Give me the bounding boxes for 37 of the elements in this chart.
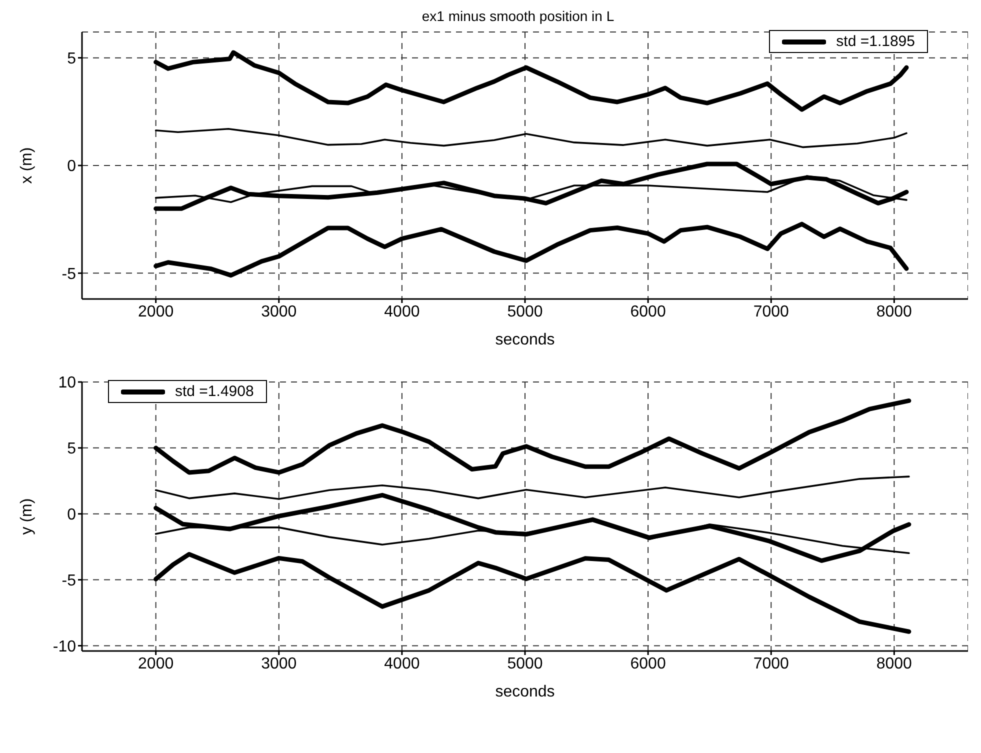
x-tick-label: 6000: [630, 303, 666, 320]
line-series: [154, 50, 909, 112]
chart-title: ex1 minus smooth position in L: [420, 8, 616, 26]
x-tick-label: 5000: [507, 655, 543, 672]
y-tick-label: -5: [62, 572, 76, 590]
y-axis-title: y (m): [18, 498, 36, 535]
y-tick-label: -10: [52, 638, 76, 656]
x-axis-title: seconds: [495, 683, 555, 700]
x-tick-label: 2000: [138, 655, 174, 672]
line-series: [154, 476, 910, 500]
line-series: [154, 162, 909, 211]
x-tick-label: 3000: [261, 655, 297, 672]
y-tick-label: 0: [67, 506, 76, 524]
x-tick-label: 7000: [753, 303, 790, 320]
y-tick-label: 5: [67, 440, 76, 458]
legend-label: std =1.1895: [836, 33, 915, 50]
x-tick-label: 7000: [753, 655, 790, 672]
x-tick-label: 5000: [507, 303, 543, 320]
y-tick-label: 0: [67, 158, 76, 176]
legend-label: std =1.4908: [175, 383, 254, 400]
line-series: [154, 128, 908, 148]
x-tick-label: 6000: [630, 655, 666, 672]
x-tick-label: 4000: [384, 303, 420, 320]
x-tick-label: 4000: [384, 655, 420, 672]
line-series: [154, 398, 912, 475]
y-axis-title: x (m): [18, 147, 36, 184]
y-tick-label: 5: [67, 50, 76, 68]
x-tick-label: 3000: [261, 303, 297, 320]
y-tick-label: 10: [58, 374, 76, 392]
x-tick-label: 8000: [876, 303, 912, 320]
line-series: [154, 222, 909, 278]
y-tick-label: -5: [62, 266, 76, 283]
line-series: [154, 552, 912, 634]
x-tick-label: 2000: [138, 303, 174, 320]
x-tick-label: 8000: [876, 655, 912, 672]
line-series: [154, 492, 912, 563]
x-axis-title: seconds: [495, 331, 555, 348]
